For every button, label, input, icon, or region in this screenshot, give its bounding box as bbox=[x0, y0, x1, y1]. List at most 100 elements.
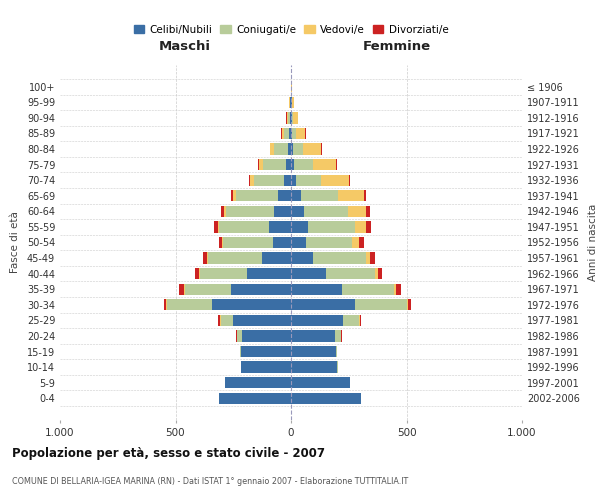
Bar bbox=[212, 299, 291, 310]
Bar bbox=[269, 222, 291, 232]
Bar bbox=[208, 252, 262, 264]
Bar bbox=[290, 112, 291, 124]
Bar bbox=[291, 330, 335, 342]
Bar bbox=[199, 268, 200, 280]
Bar bbox=[200, 268, 247, 280]
Bar bbox=[272, 237, 291, 248]
Bar bbox=[394, 284, 395, 295]
Bar bbox=[291, 284, 342, 295]
Bar bbox=[326, 268, 376, 280]
Bar bbox=[221, 315, 233, 326]
Bar bbox=[218, 222, 220, 232]
Bar bbox=[291, 392, 361, 404]
Bar bbox=[359, 315, 360, 326]
Bar bbox=[237, 330, 238, 342]
Bar bbox=[249, 174, 250, 186]
Bar bbox=[269, 144, 270, 154]
Bar bbox=[291, 206, 304, 217]
Bar bbox=[366, 252, 370, 264]
Bar bbox=[254, 174, 284, 186]
Bar bbox=[308, 222, 355, 232]
Bar bbox=[224, 206, 226, 217]
Bar bbox=[284, 128, 289, 139]
Bar bbox=[236, 330, 237, 342]
Bar bbox=[293, 144, 302, 154]
Bar bbox=[293, 112, 298, 124]
Bar bbox=[364, 190, 366, 202]
Bar bbox=[291, 377, 350, 388]
Bar bbox=[321, 144, 322, 154]
Bar bbox=[287, 112, 288, 124]
Bar bbox=[289, 128, 291, 139]
Bar bbox=[338, 190, 364, 202]
Bar bbox=[184, 284, 185, 295]
Bar bbox=[281, 128, 282, 139]
Bar bbox=[274, 144, 288, 154]
Bar bbox=[291, 315, 343, 326]
Bar bbox=[342, 284, 394, 295]
Bar bbox=[288, 112, 290, 124]
Bar bbox=[242, 330, 291, 342]
Bar bbox=[179, 284, 184, 295]
Bar bbox=[226, 206, 274, 217]
Bar bbox=[296, 128, 305, 139]
Bar bbox=[291, 222, 308, 232]
Bar bbox=[366, 206, 370, 217]
Bar bbox=[206, 252, 208, 264]
Bar bbox=[247, 268, 291, 280]
Text: COMUNE DI BELLARIA-IGEA MARINA (RN) - Dati ISTAT 1° gennaio 2007 - Elaborazione : COMUNE DI BELLARIA-IGEA MARINA (RN) - Da… bbox=[12, 478, 408, 486]
Text: Femmine: Femmine bbox=[363, 40, 431, 52]
Bar bbox=[335, 330, 341, 342]
Bar bbox=[288, 144, 291, 154]
Bar bbox=[262, 252, 291, 264]
Bar bbox=[291, 346, 336, 357]
Bar bbox=[240, 346, 241, 357]
Bar bbox=[355, 222, 366, 232]
Bar bbox=[233, 190, 236, 202]
Bar bbox=[304, 206, 347, 217]
Text: Maschi: Maschi bbox=[159, 40, 211, 52]
Bar bbox=[290, 96, 291, 108]
Bar bbox=[301, 190, 338, 202]
Y-axis label: Fasce di età: Fasce di età bbox=[10, 212, 20, 274]
Bar bbox=[292, 112, 293, 124]
Bar bbox=[250, 174, 254, 186]
Bar bbox=[292, 96, 293, 108]
Bar bbox=[370, 252, 375, 264]
Bar bbox=[341, 330, 342, 342]
Bar bbox=[185, 284, 231, 295]
Bar bbox=[241, 362, 291, 372]
Bar bbox=[407, 299, 411, 310]
Bar bbox=[291, 96, 292, 108]
Bar bbox=[284, 174, 291, 186]
Bar bbox=[282, 128, 284, 139]
Bar bbox=[220, 315, 221, 326]
Bar bbox=[295, 159, 313, 170]
Bar bbox=[223, 237, 272, 248]
Bar bbox=[270, 144, 274, 154]
Bar bbox=[263, 159, 286, 170]
Bar bbox=[291, 252, 313, 264]
Bar bbox=[291, 268, 326, 280]
Bar bbox=[306, 237, 352, 248]
Bar bbox=[366, 222, 371, 232]
Bar bbox=[203, 252, 206, 264]
Bar bbox=[231, 284, 291, 295]
Bar bbox=[395, 284, 401, 295]
Bar bbox=[349, 174, 350, 186]
Bar bbox=[236, 190, 278, 202]
Bar bbox=[195, 268, 199, 280]
Legend: Celibi/Nubili, Coniugati/e, Vedovi/e, Divorziati/e: Celibi/Nubili, Coniugati/e, Vedovi/e, Di… bbox=[130, 20, 452, 39]
Bar bbox=[166, 299, 167, 310]
Bar bbox=[214, 222, 218, 232]
Bar bbox=[355, 299, 407, 310]
Bar bbox=[296, 174, 321, 186]
Bar bbox=[291, 237, 306, 248]
Bar bbox=[336, 159, 337, 170]
Bar bbox=[291, 174, 296, 186]
Bar bbox=[313, 159, 336, 170]
Bar bbox=[167, 299, 212, 310]
Bar bbox=[343, 315, 359, 326]
Bar bbox=[291, 190, 301, 202]
Bar bbox=[218, 315, 220, 326]
